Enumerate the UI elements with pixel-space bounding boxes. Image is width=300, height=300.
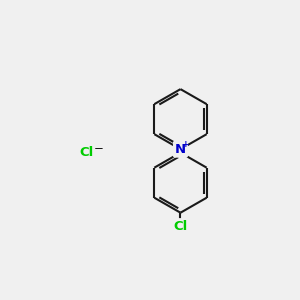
Text: Cl: Cl bbox=[79, 146, 94, 159]
Text: +: + bbox=[182, 140, 190, 148]
Text: −: − bbox=[94, 142, 104, 154]
Text: N: N bbox=[175, 143, 186, 156]
Text: Cl: Cl bbox=[173, 220, 188, 233]
